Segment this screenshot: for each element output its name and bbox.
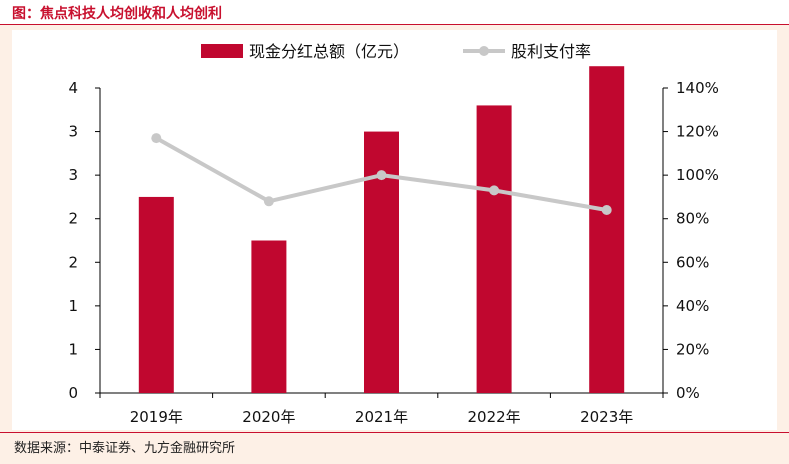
x-tick-label: 2021年 — [355, 408, 408, 426]
line-point — [489, 185, 500, 196]
figure-header: 图：焦点科技人均创收和人均创利 — [0, 0, 789, 25]
legend-line-marker — [479, 46, 489, 56]
left-tick-label: 2 — [68, 210, 78, 228]
right-tick-label: 120% — [676, 123, 719, 141]
line-point — [263, 196, 274, 207]
right-tick-label: 80% — [676, 210, 709, 228]
line-series — [151, 133, 612, 215]
left-tick-label: 0 — [68, 384, 78, 402]
bar — [138, 196, 174, 393]
x-tick-label: 2023年 — [580, 408, 633, 426]
left-tick-label: 1 — [68, 340, 78, 358]
right-tick-label: 60% — [676, 253, 709, 271]
left-tick-label: 4 — [68, 79, 78, 97]
left-tick-label: 3 — [68, 123, 78, 141]
right-tick-label: 40% — [676, 297, 709, 315]
bar — [476, 105, 512, 393]
source-note: 数据来源：中泰证券、九方金融研究所 — [14, 441, 236, 456]
figure-footer: 数据来源：中泰证券、九方金融研究所 — [0, 432, 789, 464]
right-tick-label: 20% — [676, 340, 709, 358]
left-tick-label: 1 — [68, 297, 78, 315]
bar — [251, 240, 287, 393]
right-tick-label: 100% — [676, 166, 719, 184]
bar-series — [138, 66, 625, 394]
line-point — [376, 170, 387, 181]
legend-bar-label: 现金分红总额（亿元） — [249, 42, 409, 61]
line-point — [151, 133, 162, 144]
legend: 现金分红总额（亿元） 股利支付率 — [201, 42, 591, 61]
x-tick-label: 2020年 — [242, 408, 295, 426]
legend-line-label: 股利支付率 — [511, 42, 591, 61]
line-point — [601, 205, 612, 215]
left-tick-label: 2 — [68, 253, 78, 271]
legend-bar-swatch — [201, 44, 243, 58]
right-tick-label: 0% — [676, 384, 700, 402]
left-tick-label: 3 — [68, 166, 78, 184]
bar — [589, 66, 625, 393]
figure-title: 图：焦点科技人均创收和人均创利 — [12, 6, 222, 22]
x-tick-label: 2019年 — [130, 408, 183, 426]
right-tick-label: 140% — [676, 79, 719, 97]
x-tick-label: 2022年 — [468, 408, 521, 426]
